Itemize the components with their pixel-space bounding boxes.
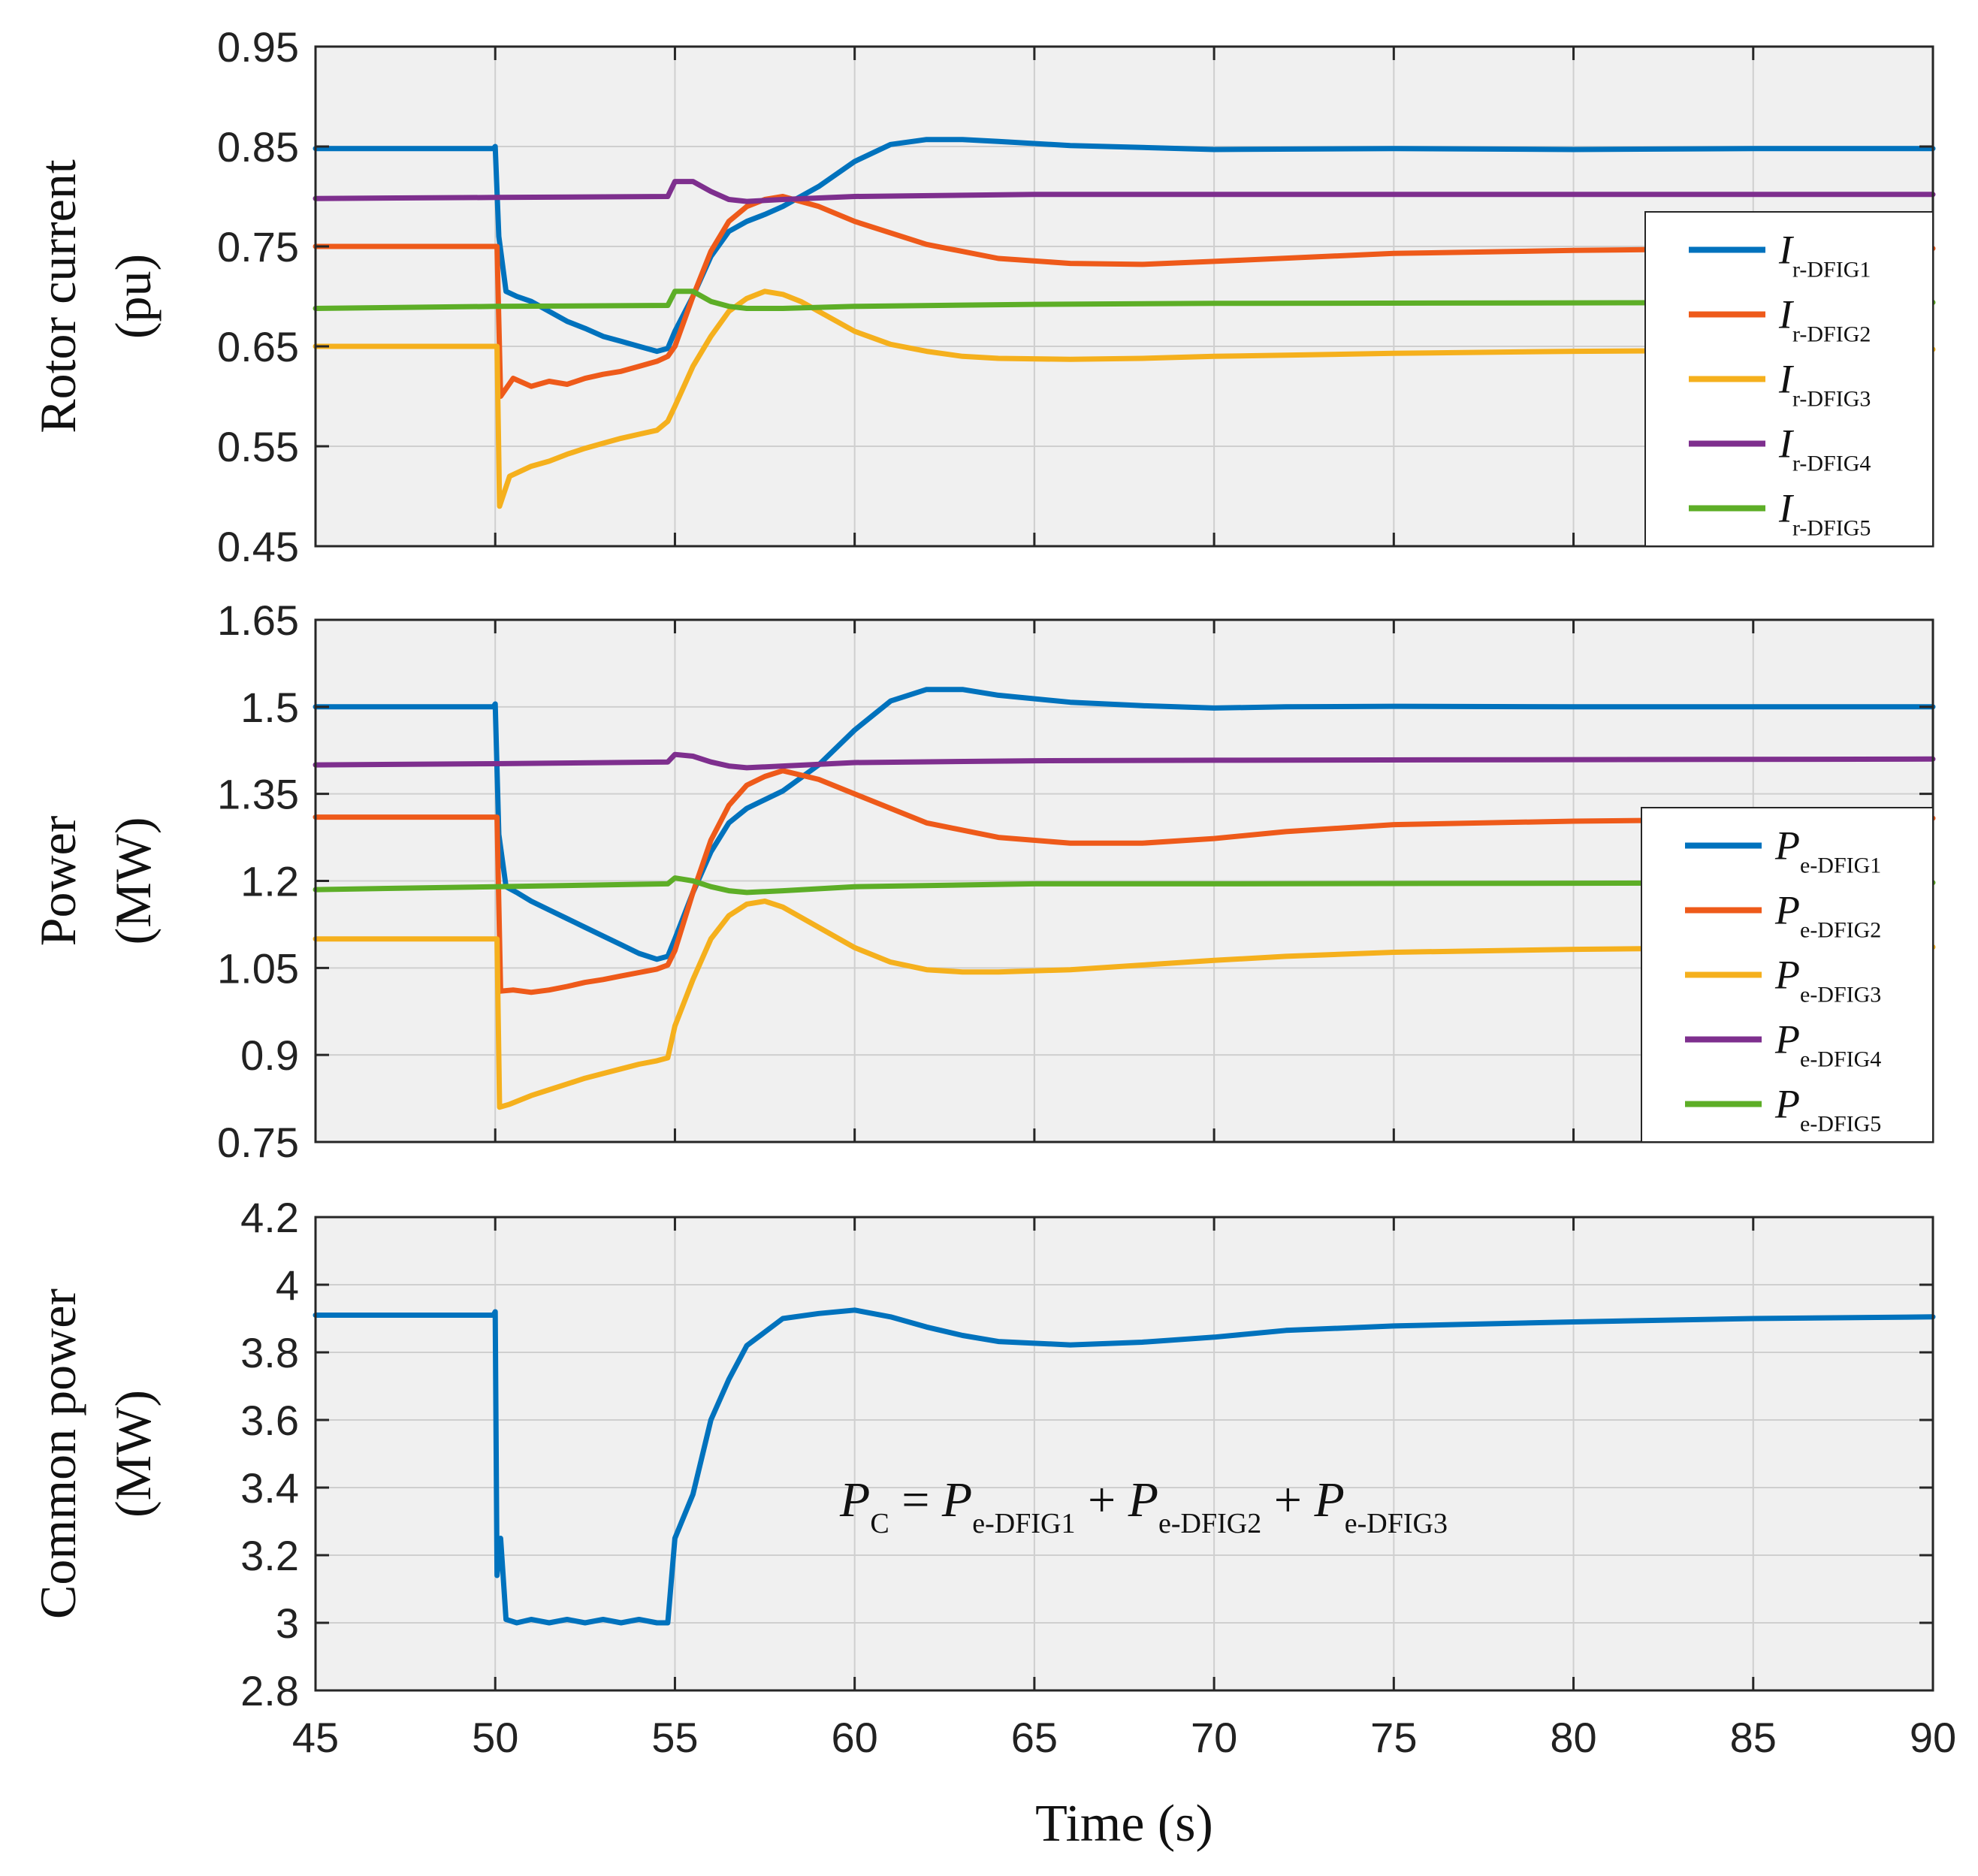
- legend-entry: Ir-DFIG3: [1778, 357, 1871, 412]
- y-tick-label: 3.2: [240, 1532, 299, 1579]
- y-tick-label: 2.8: [240, 1667, 299, 1714]
- y-tick-label: 1.35: [217, 771, 299, 818]
- y-axis-label: Power (MW): [29, 815, 162, 946]
- legend: Ir-DFIG1 Ir-DFIG2 Ir-DFIG3 Ir-DFIG4 Ir-DFIG5: [1644, 211, 1934, 547]
- series-line-r-dfig5: [313, 288, 1936, 311]
- equation-annotation: PC = Pe-DFIG1 + Pe-DFIG2 + Pe-DFIG3: [839, 1473, 1448, 1539]
- series-line-r-dfig3: [313, 288, 1936, 509]
- legend-entry: Ir-DFIG1: [1778, 228, 1871, 282]
- y-tick-label: 0.55: [217, 423, 299, 470]
- x-tick-label: 65: [1011, 1714, 1058, 1761]
- y-tick-label: 1.2: [240, 858, 299, 905]
- legend-entry: Ir-DFIG2: [1778, 292, 1871, 347]
- y-tick-label: 0.65: [217, 323, 299, 370]
- rotor-current-panel: 0.95 0.85 0.75 0.65 0.55 0.45 Rotor current (pu…: [29, 23, 1936, 570]
- legend-entry: Pe-DFIG1: [1774, 823, 1881, 878]
- y-tick-label: 3.6: [240, 1397, 299, 1444]
- y-tick-label: 0.95: [217, 23, 299, 71]
- y-axis-label: Rotor current (pu): [29, 159, 162, 434]
- y-tick-label: 0.9: [240, 1032, 299, 1079]
- y-tick-label: 0.85: [217, 123, 299, 171]
- legend-entry: Ir-DFIG4: [1778, 421, 1871, 476]
- legend-entry: Ir-DFIG5: [1778, 486, 1871, 541]
- y-tick-label: 3: [276, 1600, 299, 1647]
- plot-area: [316, 1217, 1933, 1690]
- y-tick-label: 1.05: [217, 944, 299, 992]
- x-axis-label: Time (s): [1035, 1795, 1213, 1853]
- x-tick-label: 80: [1550, 1714, 1596, 1761]
- x-tick-label: 90: [1910, 1714, 1956, 1761]
- y-tick-label: 3.4: [240, 1464, 299, 1512]
- y-tick-label: 4.2: [240, 1194, 299, 1241]
- legend-entry: Pe-DFIG2: [1774, 888, 1881, 943]
- x-tick-label: 45: [292, 1714, 339, 1761]
- y-axis-label: Common power (MW): [29, 1288, 162, 1619]
- series-line-e-dfig3: [313, 899, 1936, 1110]
- series-line-e-dfig4: [313, 751, 1936, 771]
- y-tick-label: 0.75: [217, 223, 299, 270]
- series-line-e-dfig2: [313, 768, 1936, 995]
- x-tick-label: 50: [472, 1714, 518, 1761]
- power-panel: 1.65 1.5 1.35 1.2 1.05 0.9 0.75 Power (MW) Pe-DFI…: [29, 597, 1936, 1166]
- y-tick-label: 0.45: [217, 523, 299, 570]
- y-tick-label: 4: [276, 1261, 299, 1309]
- y-tick-label: 1.65: [217, 597, 299, 644]
- x-tick-label: 85: [1730, 1714, 1777, 1761]
- legend-entry: Pe-DFIG3: [1774, 953, 1881, 1007]
- legend-entry: Pe-DFIG4: [1774, 1017, 1881, 1072]
- series-line-r-dfig2: [313, 194, 1936, 399]
- x-tick-label: 70: [1191, 1714, 1237, 1761]
- axes-frame: [314, 1216, 1934, 1692]
- legend-entry: Pe-DFIG5: [1774, 1082, 1881, 1137]
- series-line-r-dfig4: [313, 179, 1936, 204]
- series-line-p_c: [313, 1307, 1936, 1626]
- series-line-e-dfig5: [313, 875, 1936, 896]
- y-tick-label: 3.8: [240, 1329, 299, 1376]
- y-tick-label: 1.5: [240, 684, 299, 731]
- x-tick-label: 75: [1370, 1714, 1417, 1761]
- y-tick-label: 0.75: [217, 1119, 299, 1166]
- common-power-panel: 4.2 4 3.8 3.6 3.4 3.2 3 2.8 Common power (MW) PC =…: [29, 1194, 1956, 1853]
- legend: Pe-DFIG1 Pe-DFIG2 Pe-DFIG3 Pe-DFIG4 Pe-DFIG5: [1641, 807, 1934, 1143]
- x-tick-label: 55: [651, 1714, 698, 1761]
- x-tick-label: 60: [832, 1714, 878, 1761]
